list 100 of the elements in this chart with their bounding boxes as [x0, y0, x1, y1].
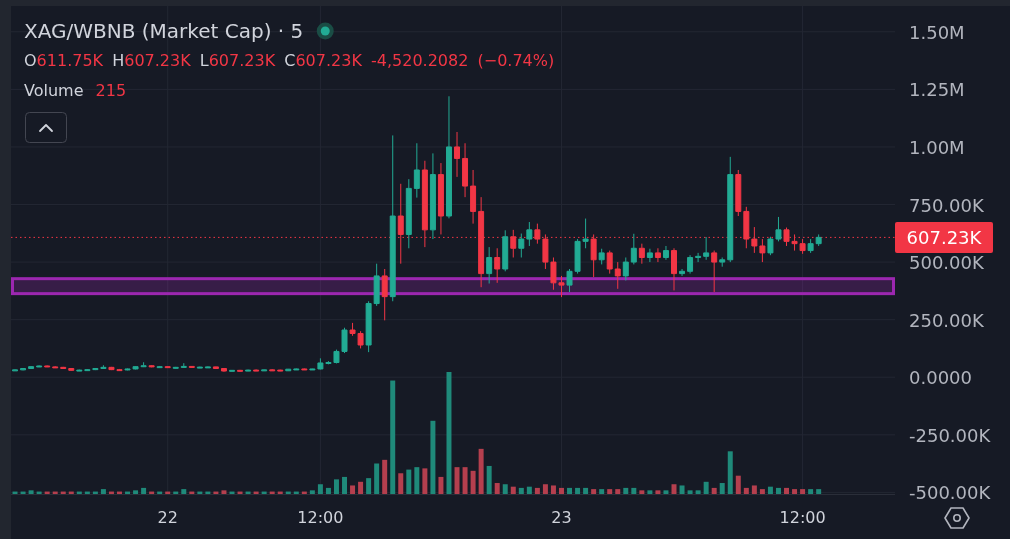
candlestick: [518, 233, 525, 258]
candlestick: [622, 256, 629, 282]
bar: [430, 420, 436, 494]
bar: [221, 490, 227, 494]
bar: [510, 486, 516, 494]
candlestick: [52, 365, 59, 369]
candlestick: [148, 364, 155, 368]
x-tick-label: 22: [157, 507, 178, 527]
bar: [735, 475, 741, 494]
candlestick: [237, 369, 244, 372]
candlestick: [598, 248, 605, 265]
candlestick: [711, 250, 718, 293]
bar: [615, 489, 621, 494]
candlestick: [662, 245, 669, 261]
candlestick: [36, 364, 43, 368]
bar: [631, 487, 637, 494]
bar: [325, 487, 331, 494]
candlestick: [156, 365, 163, 369]
x-tick-label: 23: [551, 507, 572, 527]
bar: [133, 490, 139, 494]
bar: [767, 486, 773, 494]
bar: [350, 485, 356, 494]
y-tick-label: -500.00K: [909, 481, 992, 503]
y-tick-label: 1.00M: [909, 136, 965, 158]
candlestick: [373, 263, 380, 307]
candlestick: [735, 169, 742, 217]
bar: [647, 490, 653, 494]
x-tick-label: 12:00: [779, 507, 826, 527]
ref-line-label: 607.23K: [906, 226, 983, 248]
bar: [591, 489, 597, 494]
candlestick: [164, 365, 171, 369]
x-tick-label: 12:00: [297, 507, 344, 527]
candlestick: [679, 268, 686, 277]
candlestick: [20, 367, 27, 371]
candlestick: [381, 268, 388, 321]
candlestick: [654, 247, 661, 263]
candlestick: [671, 247, 677, 291]
candlestick: [815, 233, 822, 247]
bar: [358, 481, 364, 494]
candlestick: [606, 250, 613, 275]
candlestick: [269, 368, 276, 372]
candlestick: [389, 134, 396, 302]
candlestick: [614, 261, 621, 290]
candlestick: [229, 369, 235, 372]
y-tick-label: 0.0000: [909, 366, 972, 388]
bar: [382, 459, 388, 494]
bar: [181, 489, 187, 494]
candlestick: [365, 300, 372, 353]
candlestick: [494, 247, 501, 284]
chart-title: Volume: [24, 81, 84, 100]
y-tick-label: -250.00K: [909, 424, 992, 446]
candlestick: [301, 367, 308, 371]
candlestick: [405, 178, 412, 249]
bar: [808, 489, 814, 494]
y-tick-label: 500.00K: [909, 251, 985, 273]
bar: [342, 476, 347, 494]
bar: [518, 487, 524, 494]
bar: [462, 467, 468, 494]
candlestick: [437, 162, 444, 235]
bar: [559, 487, 564, 494]
y-tick-label: 750.00K: [909, 194, 985, 216]
candlestick: [180, 362, 187, 369]
bar: [816, 489, 822, 494]
candlestick: [687, 254, 694, 275]
candlestick: [630, 233, 637, 265]
y-tick-label: 1.25M: [909, 78, 965, 100]
candlestick: [703, 236, 710, 261]
bar: [478, 448, 484, 494]
candlestick: [413, 142, 420, 199]
candlestick: [253, 368, 260, 372]
bar: [366, 478, 372, 494]
bar: [655, 490, 661, 494]
candlestick: [293, 367, 300, 371]
bar: [374, 463, 380, 494]
candlestick: [261, 369, 268, 372]
bar: [784, 487, 789, 494]
bar: [751, 485, 757, 494]
candlestick: [429, 152, 436, 240]
bar: [607, 489, 613, 494]
bar: [679, 485, 685, 494]
bar: [663, 490, 669, 494]
bar: [639, 490, 645, 494]
candlestick: [60, 366, 67, 370]
bar: [446, 372, 452, 494]
bar: [317, 484, 323, 494]
bar: [406, 469, 412, 494]
bar: [141, 487, 147, 494]
bar: [309, 490, 315, 494]
bar: [759, 489, 765, 494]
bar: [792, 489, 798, 494]
candlestick: [727, 156, 734, 263]
candlestick: [719, 256, 726, 268]
candlestick: [470, 169, 477, 225]
bar: [800, 489, 806, 494]
text: O611.75K H607.23K L607.23K C607.23K -4,520.2082 (−0.74%): [24, 51, 555, 70]
y-tick-label: 1.50M: [909, 21, 965, 43]
candlestick: [445, 95, 452, 219]
annotation: 215: [95, 81, 127, 100]
candlestick: [245, 369, 252, 372]
candlestick: [172, 366, 179, 369]
